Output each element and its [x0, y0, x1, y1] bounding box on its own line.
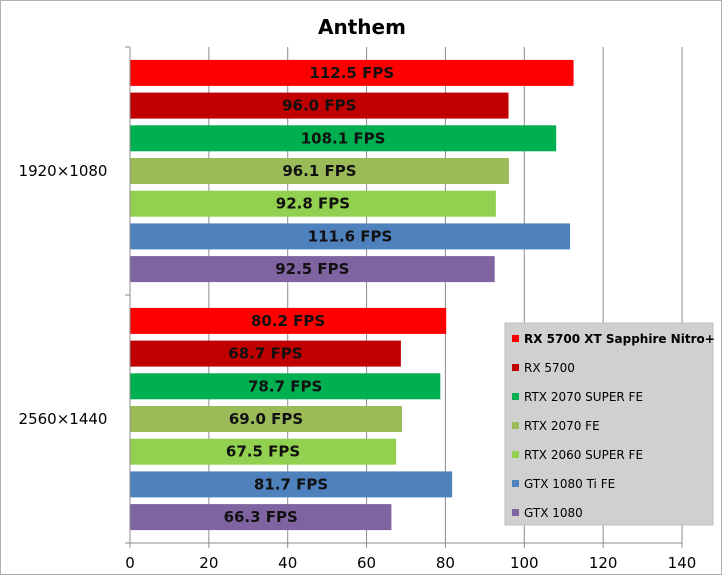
x-tick-label-40: 40 [278, 554, 297, 572]
legend: RX 5700 XT Sapphire Nitro+ RX 5700 RTX 207… [504, 322, 715, 526]
x-tick-label-80: 80 [436, 554, 455, 572]
bar-1-2 [130, 373, 441, 400]
legend-label-0: RX 5700 XT Sapphire Nitro+ [524, 332, 715, 346]
bar-1-1 [130, 340, 401, 367]
bar-0-2 [130, 125, 557, 152]
legend-label-2: RTX 2070 SUPER FE [524, 390, 643, 404]
x-tick-label-120: 120 [589, 554, 618, 572]
chart-title: Anthem [318, 15, 406, 39]
legend-swatch-1 [512, 364, 519, 371]
bar-1-0 [130, 307, 447, 334]
bar-label-0-2: 108.1 FPS [301, 129, 386, 147]
axes-group: 0 20 40 60 80 100 120 140 1920×1080 2560×1440 [19, 46, 697, 572]
legend-swatch-3 [512, 422, 519, 429]
legend-label-6: GTX 1080 [524, 506, 583, 520]
legend-box [504, 322, 714, 526]
legend-label-4: RTX 2060 SUPER FE [524, 448, 643, 462]
bar-0-6 [130, 256, 495, 283]
bar-label-1-4: 67.5 FPS [226, 443, 300, 461]
bar-label-1-5: 81.7 FPS [254, 475, 328, 493]
x-tick-label-140: 140 [668, 554, 697, 572]
bar-0-0 [130, 59, 574, 86]
legend-swatch-6 [512, 509, 519, 516]
x-tick-label-20: 20 [199, 554, 218, 572]
category-label-0: 1920×1080 [19, 162, 108, 180]
bar-label-1-6: 66.3 FPS [224, 508, 298, 526]
bar-label-0-3: 96.1 FPS [282, 162, 356, 180]
legend-swatch-2 [512, 393, 519, 400]
bar-label-1-1: 68.7 FPS [228, 345, 302, 363]
bar-label-1-2: 78.7 FPS [248, 377, 322, 395]
bar-label-0-0: 112.5 FPS [309, 64, 394, 82]
legend-swatch-0 [512, 335, 519, 342]
legend-label-5: GTX 1080 Ti FE [524, 477, 615, 491]
bar-label-0-6: 92.5 FPS [275, 260, 349, 278]
bar-label-1-0: 80.2 FPS [251, 312, 325, 330]
bar-1-4 [130, 438, 397, 465]
bar-0-1 [130, 92, 509, 119]
x-tick-label-0: 0 [125, 554, 135, 572]
legend-swatch-5 [512, 480, 519, 487]
bar-label-0-1: 96.0 FPS [282, 97, 356, 115]
bars-group: 112.5 FPS 96.0 FPS 108.1 FPS 96.1 FPS 92.8 F… [130, 59, 574, 531]
bar-0-5 [130, 223, 571, 250]
legend-label-3: RTX 2070 FE [524, 419, 600, 433]
legend-label-1: RX 5700 [524, 361, 575, 375]
bar-0-3 [130, 158, 509, 184]
bar-0-4 [130, 190, 496, 217]
bar-label-0-4: 92.8 FPS [276, 195, 350, 213]
bar-label-1-3: 69.0 FPS [229, 410, 303, 428]
x-tick-label-60: 60 [357, 554, 376, 572]
bar-1-3 [130, 406, 403, 432]
bar-label-0-5: 111.6 FPS [308, 227, 393, 245]
category-label-1: 2560×1440 [19, 410, 108, 428]
bar-1-5 [130, 471, 453, 498]
x-tick-label-100: 100 [510, 554, 539, 572]
legend-swatch-4 [512, 451, 519, 458]
bar-1-6 [130, 504, 392, 531]
